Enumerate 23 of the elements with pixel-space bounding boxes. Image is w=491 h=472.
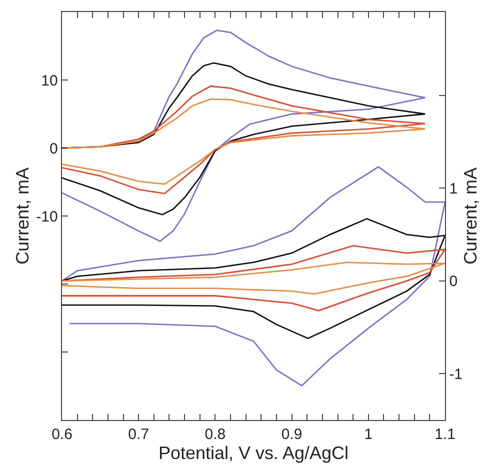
line-series bbox=[62, 62, 426, 216]
x-tick-label: 0.6 bbox=[52, 426, 72, 444]
line-series bbox=[62, 218, 445, 340]
line-series bbox=[62, 244, 445, 312]
y2-tick-label: 0 bbox=[449, 273, 458, 290]
x-axis-title: Potential, V vs. Ag/AgCl bbox=[158, 443, 349, 464]
line-series bbox=[62, 166, 445, 386]
x-tick-label: 1.1 bbox=[434, 426, 456, 444]
y-tick-label: 0 bbox=[49, 140, 58, 158]
y-tick-label: 10 bbox=[41, 72, 58, 90]
x-tick-label: 1 bbox=[364, 426, 373, 444]
y2-axis-title: Current, mA bbox=[460, 167, 481, 265]
line-series bbox=[62, 30, 426, 242]
y-axis-title: Current, mA bbox=[12, 167, 32, 265]
line-series bbox=[62, 85, 426, 194]
y-tick-label: -10 bbox=[36, 208, 58, 226]
x-tick-label: 0.7 bbox=[128, 426, 150, 444]
line-series bbox=[62, 262, 445, 295]
x-tick-label: 0.9 bbox=[281, 426, 302, 444]
y2-tick-label: -1 bbox=[449, 366, 463, 383]
y2-tick-label: 1 bbox=[449, 180, 458, 198]
x-tick-label: 0.8 bbox=[204, 426, 226, 444]
line-series bbox=[62, 98, 426, 185]
